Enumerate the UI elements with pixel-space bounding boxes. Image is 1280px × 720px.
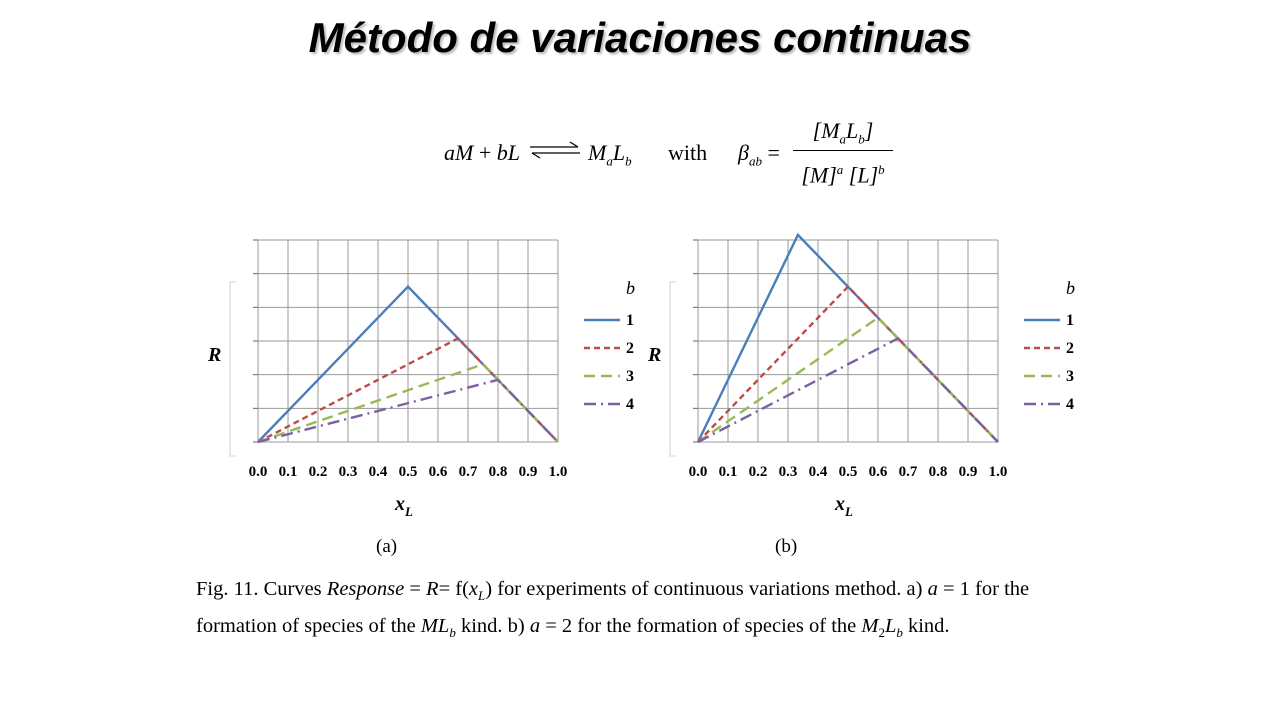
x-tick-label: 0.8: [489, 464, 508, 480]
legend-label: 3: [626, 368, 634, 385]
x-tick-label: 0.3: [339, 464, 358, 480]
legend-label: 2: [1066, 340, 1074, 357]
grid: [693, 239, 999, 443]
legend-label: 4: [626, 396, 634, 413]
figure-caption: Fig. 11. Curves Response = R= f(xL) for …: [196, 578, 1030, 641]
legend-label: 2: [626, 340, 634, 357]
slide-title: Método de variaciones continuas: [308, 14, 972, 61]
equation-reactants: aM + bL: [444, 140, 520, 165]
panel-label-b: (b): [775, 536, 798, 557]
series-group: [696, 232, 999, 444]
series-line-b2: [697, 284, 999, 443]
equation-product: MaLb: [588, 140, 632, 169]
equilibrium-equation: aM + bL MaLb with βab = [MaLb] [M]a [L]b: [438, 116, 908, 196]
x-tick-label: 0.4: [369, 464, 388, 480]
series-line-b4: [257, 378, 559, 444]
y-axis-label: R: [647, 344, 661, 366]
y-axis-bracket: [229, 281, 236, 457]
x-tick-label: 0.7: [899, 464, 918, 480]
fraction-numerator: [MaLb]: [812, 118, 874, 147]
x-tick-label: 0.5: [399, 464, 418, 480]
legend: b 1 2 3 4: [584, 278, 635, 413]
equation-with: with: [668, 140, 708, 165]
series-line-b4: [697, 336, 999, 444]
x-axis-label-sub: L: [404, 504, 413, 519]
x-tick-label: 0.3: [779, 464, 798, 480]
x-tick-label: 0.2: [309, 464, 328, 480]
legend-label: 1: [626, 312, 634, 329]
series-line-b3: [697, 316, 999, 443]
chart-a: 0.0 0.1 0.2 0.3 0.4 0.5 0.6 0.7 0.8 0.9 1.0 xL Rb 1 2 3…: [207, 239, 635, 519]
y-axis-label: R: [207, 344, 221, 366]
x-tick-label: 0.9: [519, 464, 538, 480]
legend: b 1 2 3 4: [1024, 278, 1075, 413]
equilibrium-arrows-icon: [530, 141, 580, 159]
x-tick-label: 0.6: [429, 464, 448, 480]
legend-label: 3: [1066, 368, 1074, 385]
fraction-bar: [793, 150, 893, 151]
legend-title: b: [1066, 278, 1075, 298]
legend-label: 1: [1066, 312, 1074, 329]
y-axis-bracket: [669, 281, 676, 457]
x-tick-label: 0.7: [459, 464, 478, 480]
x-tick-label: 0.1: [279, 464, 298, 480]
panel-label-a: (a): [376, 536, 398, 557]
series-group: [257, 284, 559, 444]
x-axis-label: xL: [394, 493, 413, 519]
fraction-denominator: [M]a [L]b: [801, 162, 885, 188]
equation-beta: βab =: [738, 140, 780, 169]
x-tick-label: 0.6: [869, 464, 888, 480]
x-tick-label: 0.8: [929, 464, 948, 480]
x-axis-label-sub: L: [844, 504, 853, 519]
x-tick-label: 0.2: [749, 464, 768, 480]
grid: [253, 239, 559, 443]
legend-label: 4: [1066, 396, 1074, 413]
x-tick-label: 0.0: [249, 464, 268, 480]
equation-fraction: [MaLb] [M]a [L]b: [793, 116, 893, 188]
legend-title: b: [626, 278, 635, 298]
x-axis-label: xL: [834, 493, 853, 519]
x-tick-label: 1.0: [549, 464, 568, 480]
x-tick-label: 0.9: [959, 464, 978, 480]
x-tick-label: 0.1: [719, 464, 738, 480]
x-tick-label: 1.0: [989, 464, 1008, 480]
x-tick-label: 0.4: [809, 464, 828, 480]
x-tick-label: 0.0: [689, 464, 708, 480]
x-tick-label: 0.5: [839, 464, 858, 480]
chart-b: 0.0 0.1 0.2 0.3 0.4 0.5 0.6 0.7 0.8 0.9 1.0 xL Rb 1 2 3…: [647, 232, 1075, 519]
